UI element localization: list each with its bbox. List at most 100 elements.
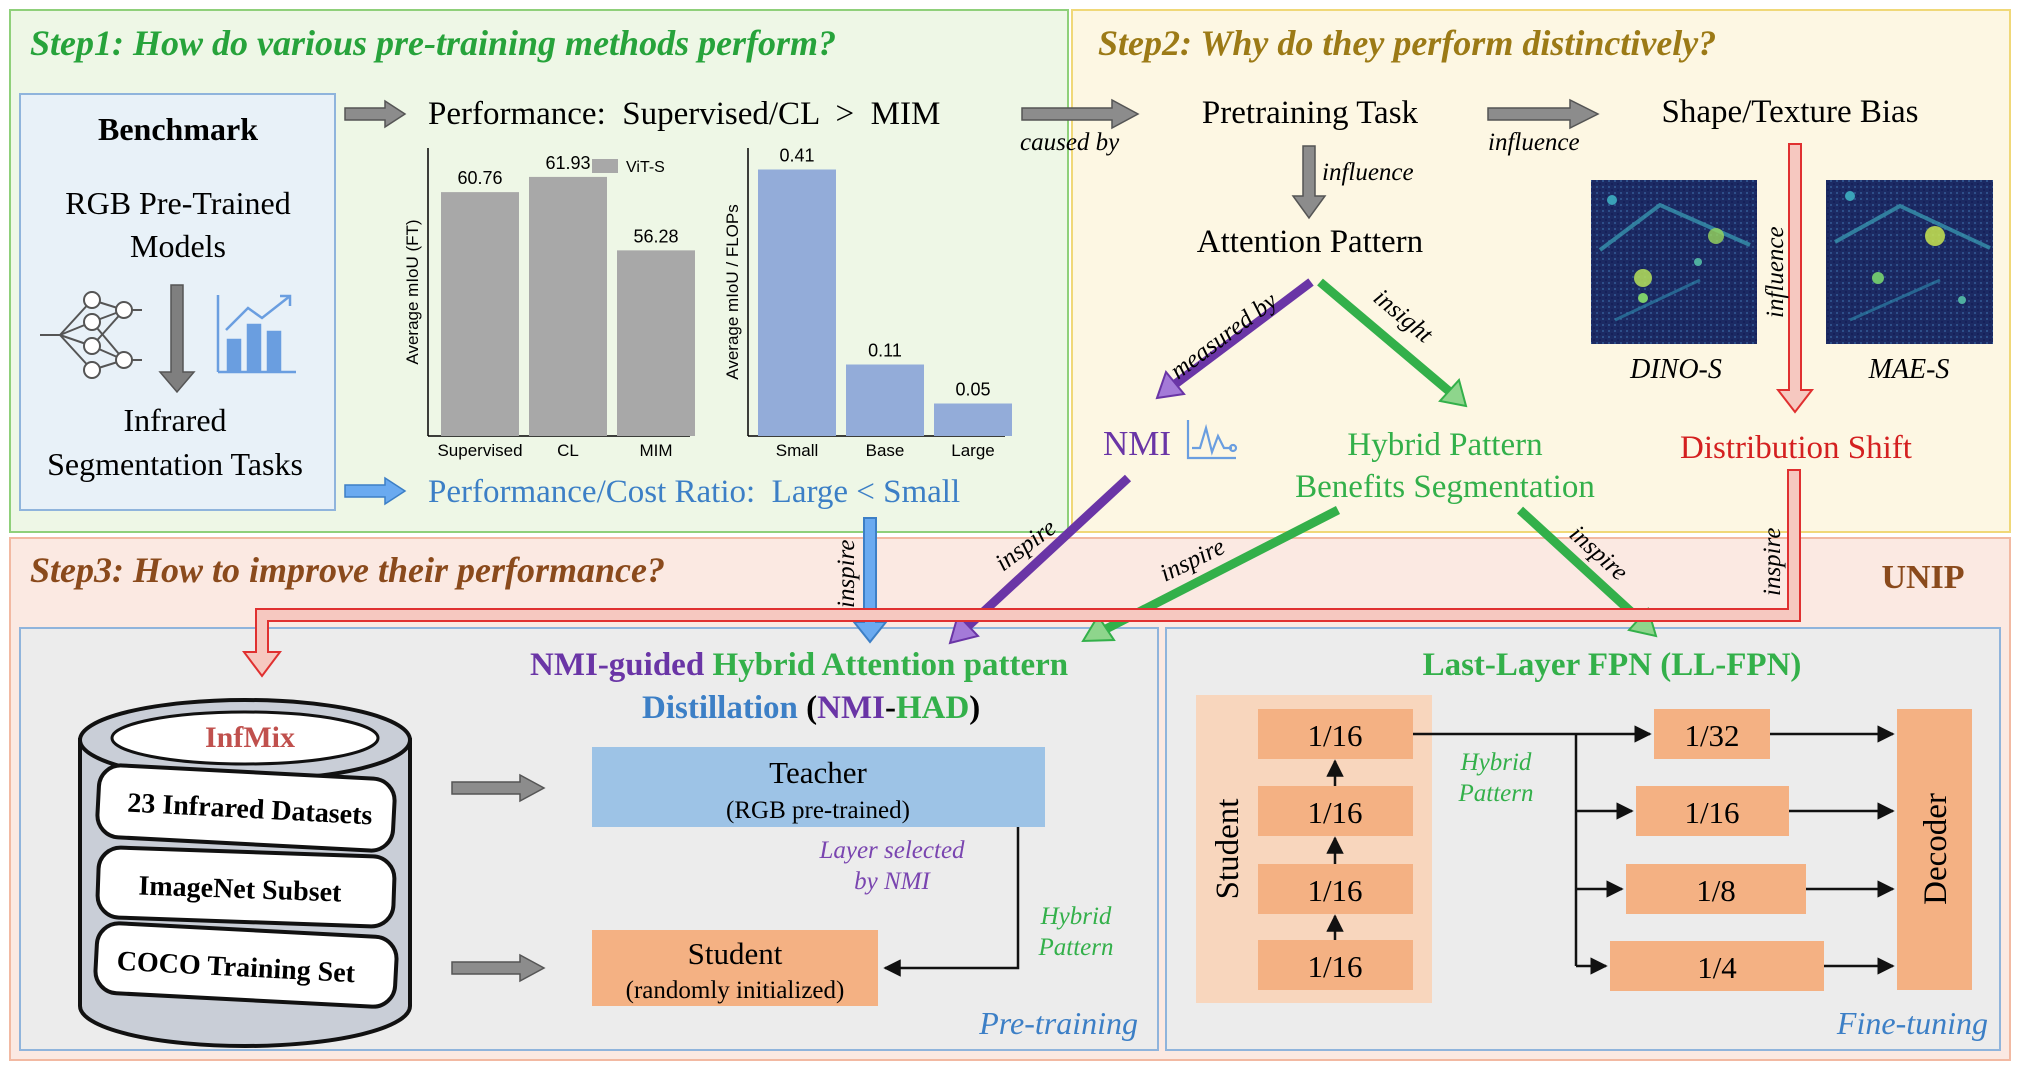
infmix-label: InfMix	[205, 721, 295, 754]
nmi-had-title-hybrid: Hybrid Attention pattern	[712, 647, 1068, 683]
arrow-insight-head	[1438, 377, 1468, 408]
student-box	[592, 930, 878, 1006]
nmi-label: NMI	[1103, 424, 1171, 463]
teacher-label: Teacher	[769, 755, 867, 790]
nmi-had-title-nmi: NMI-guided	[530, 647, 712, 683]
arrow-measured-by-head	[1155, 369, 1186, 400]
dataset-card-imagenet	[95, 845, 397, 929]
chart1-legend-label: ViT-S	[626, 159, 665, 176]
chart2-value-label-large: 0.05	[955, 380, 990, 400]
chart1-legend-swatch	[592, 159, 618, 173]
neural-network-icon	[40, 291, 142, 379]
teacher-sub: (RGB pre-trained)	[726, 797, 910, 824]
arrow-data-student	[451, 953, 546, 983]
chart2-ylabel: Average mIoU / FLOPs	[723, 204, 742, 379]
chart2-value-label-base: 0.11	[868, 341, 902, 361]
benchmark-line2: Models	[130, 228, 226, 264]
arrow-to-ratio	[344, 476, 407, 506]
chart2-tick-label-base: Base	[866, 441, 905, 460]
arrow-influence-attention	[1291, 145, 1327, 220]
mae-attention-map	[1826, 180, 1993, 344]
dataset-card-coco	[93, 921, 399, 1009]
hybrid-pattern-line1: Hybrid Pattern	[1347, 427, 1542, 463]
pretrain-hybrid-line1: Hybrid	[1040, 903, 1112, 930]
benchmark-line3: Infrared	[123, 402, 226, 438]
inspire-arrow-shift	[242, 469, 1801, 678]
chart1-tick-label-cl: CL	[557, 441, 579, 460]
layer-selected-line2: by NMI	[854, 868, 931, 895]
inspire-arrow-llfpn	[1516, 506, 1644, 624]
student-block-4-label: 1/16	[1307, 949, 1362, 984]
nmi-had-paren-open: (	[798, 690, 817, 726]
chart1-value-label-mim: 56.28	[633, 226, 678, 246]
fpn-block-16-label: 1/16	[1684, 795, 1739, 830]
nmi-chart-icon	[1186, 420, 1238, 460]
chart1-bar-supervised	[441, 192, 519, 436]
influence-label-2: influence	[1322, 159, 1414, 186]
mae-label: MAE-S	[1868, 354, 1950, 385]
dataset-card-infrared	[95, 763, 397, 853]
chart1-ylabel: Average mIoU (FT)	[403, 219, 422, 364]
fpn-block-8	[1626, 864, 1806, 914]
finetune-hybrid-line2: Pattern	[1458, 780, 1534, 807]
nmi-had-subtitle: Distillation (NMI-HAD)	[642, 690, 980, 726]
chart2-tick-label-large: Large	[951, 441, 994, 460]
student-block-1	[1258, 709, 1413, 759]
llfpn-title: Last-Layer FPN (LL-FPN)	[1423, 647, 1802, 683]
chart-size-ratio: Average mIoU / FLOPs 0.41 Small 0.11 Base 0.…	[723, 146, 1012, 460]
chart2-bar-small	[758, 169, 836, 436]
dataset-imagenet: ImageNet Subset	[138, 870, 343, 908]
finetune-student-label: Student	[1210, 799, 1246, 900]
chart1-value-label-supervised: 60.76	[457, 168, 502, 188]
fpn-block-32	[1654, 709, 1770, 759]
decoder-label: Decoder	[1918, 793, 1954, 905]
chart-method-mIoU: Average mIoU (FT) ViT-S 60.76 Supervised 6…	[403, 148, 695, 460]
fpn-block-32-label: 1/32	[1684, 718, 1739, 753]
student-block-1-label: 1/16	[1307, 718, 1362, 753]
arrow-data-teacher	[451, 773, 546, 803]
step1-title: Step1: How do various pre-training metho…	[30, 23, 836, 63]
arrow-to-performance	[344, 99, 407, 129]
student-sub: (randomly initialized)	[626, 977, 845, 1004]
influence-label-1: influence	[1488, 129, 1580, 156]
arrow-caused-by	[1021, 98, 1140, 130]
benchmark-title: Benchmark	[98, 111, 258, 147]
dino-attention-map	[1591, 180, 1757, 344]
benchmark-down-arrow	[158, 284, 196, 394]
distribution-shift: Distribution Shift	[1680, 430, 1912, 466]
step2-title: Step2: Why do they perform distinctively…	[1098, 23, 1716, 63]
step3-title: Step3: How to improve their performance?	[30, 550, 665, 590]
teacher-box	[592, 747, 1045, 827]
chart1-tick-label-mim: MIM	[639, 441, 672, 460]
nmi-had-dash: -	[885, 690, 896, 726]
finetuning-footer: Fine-tuning	[1836, 1005, 1988, 1041]
nmi-had-nmi: NMI	[817, 690, 885, 726]
chart1-bar-cl	[529, 176, 607, 436]
benchmark-line4: Segmentation Tasks	[47, 446, 303, 482]
arrow-insight	[1317, 278, 1453, 396]
decoder-box	[1897, 709, 1972, 990]
arrow-influence-bias	[1487, 98, 1600, 130]
finetune-hybrid-line1: Hybrid	[1460, 749, 1532, 776]
infmix-database: InfMix 23 Infrared Datasets ImageNet Sub…	[78, 698, 412, 1048]
performance-line: Performance: Supervised/CL > MIM	[428, 96, 940, 132]
arrow-influence-shift	[1775, 143, 1815, 414]
caused-by-label: caused by	[1020, 129, 1120, 156]
hybrid-pattern-line2: Benefits Segmentation	[1295, 469, 1595, 505]
nmi-had-title: NMI-guided Hybrid Attention pattern	[530, 647, 1068, 683]
benchmark-line1: RGB Pre-Trained	[65, 185, 290, 221]
nmi-had-paren-close: )	[969, 690, 980, 726]
pretrain-hybrid-line2: Pattern	[1038, 934, 1114, 961]
teacher-student-connector	[883, 827, 1020, 977]
chart1-bar-mim	[617, 250, 695, 436]
chart1-value-label-cl: 61.93	[545, 153, 590, 173]
chart1-tick-label-supervised: Supervised	[437, 441, 522, 460]
nmi-had-distill: Distillation	[642, 690, 798, 726]
influence-label-3: influence	[1762, 226, 1789, 318]
chart2-bar-large	[934, 403, 1012, 436]
student-block-4	[1258, 940, 1413, 990]
inspire-label-1: inspire	[833, 539, 860, 608]
nmi-had-had: HAD	[896, 690, 969, 726]
arrow-measured-by	[1171, 278, 1314, 389]
student-block-2	[1258, 786, 1413, 836]
